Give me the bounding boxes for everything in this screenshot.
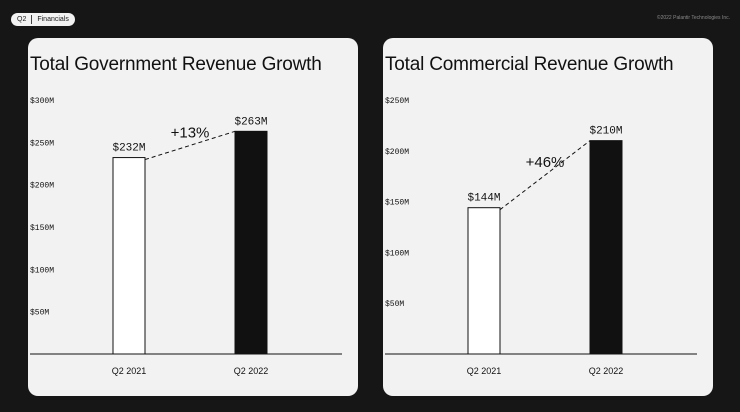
copyright-notice: ©2022 Palantir Technologies Inc. (656, 15, 730, 21)
quarter-label: Q2 (17, 16, 27, 23)
bar-value-label: $232M (112, 143, 145, 155)
y-tick-label: $200M (385, 148, 409, 157)
bar-value-label: $210M (589, 126, 622, 138)
y-tick-label: $100M (385, 249, 409, 258)
bar-q2-2021 (467, 207, 501, 355)
bar-value-label: $144M (467, 193, 500, 205)
quarter-badge: Q2 Financials (11, 13, 75, 26)
y-tick-label: $200M (30, 182, 54, 191)
growth-connector-line (499, 140, 591, 211)
x-tick-label: Q2 2021 (112, 366, 147, 376)
bar-q2-2022 (589, 140, 623, 355)
x-tick-label: Q2 2022 (234, 366, 269, 376)
y-tick-label: $50M (385, 300, 404, 309)
commercial-revenue-chart: $50M $100M $150M $200M $250M $144M Q2 2021 $210… (385, 97, 697, 376)
growth-percent-label: +46% (526, 154, 565, 171)
chart-title: Total Commercial Revenue Growth (385, 54, 674, 75)
y-tick-label: $250M (385, 97, 409, 106)
section-label: Financials (37, 16, 69, 23)
y-tick-label: $100M (30, 266, 54, 275)
bar-q2-2021 (112, 157, 146, 355)
growth-percent-label: +13% (171, 124, 210, 141)
chart-title: Total Government Revenue Growth (30, 54, 322, 75)
badge-divider (31, 15, 33, 24)
x-tick-label: Q2 2022 (589, 366, 624, 376)
government-revenue-chart: $50M $100M $150M $200M $250M $300M $232M Q2 202… (30, 97, 342, 376)
bar-value-label: $263M (234, 116, 267, 128)
y-tick-label: $50M (30, 309, 49, 318)
growth-connector-line (144, 130, 236, 161)
commercial-revenue-card: Total Commercial Revenue Growth $50M $100… (383, 38, 713, 396)
y-tick-label: $150M (385, 199, 409, 208)
y-tick-label: $300M (30, 97, 54, 106)
bar-q2-2022 (234, 130, 268, 355)
government-revenue-card: Total Government Revenue Growth $50M $100… (28, 38, 358, 396)
x-tick-label: Q2 2021 (467, 366, 502, 376)
y-tick-label: $150M (30, 224, 54, 233)
y-tick-label: $250M (30, 139, 54, 148)
